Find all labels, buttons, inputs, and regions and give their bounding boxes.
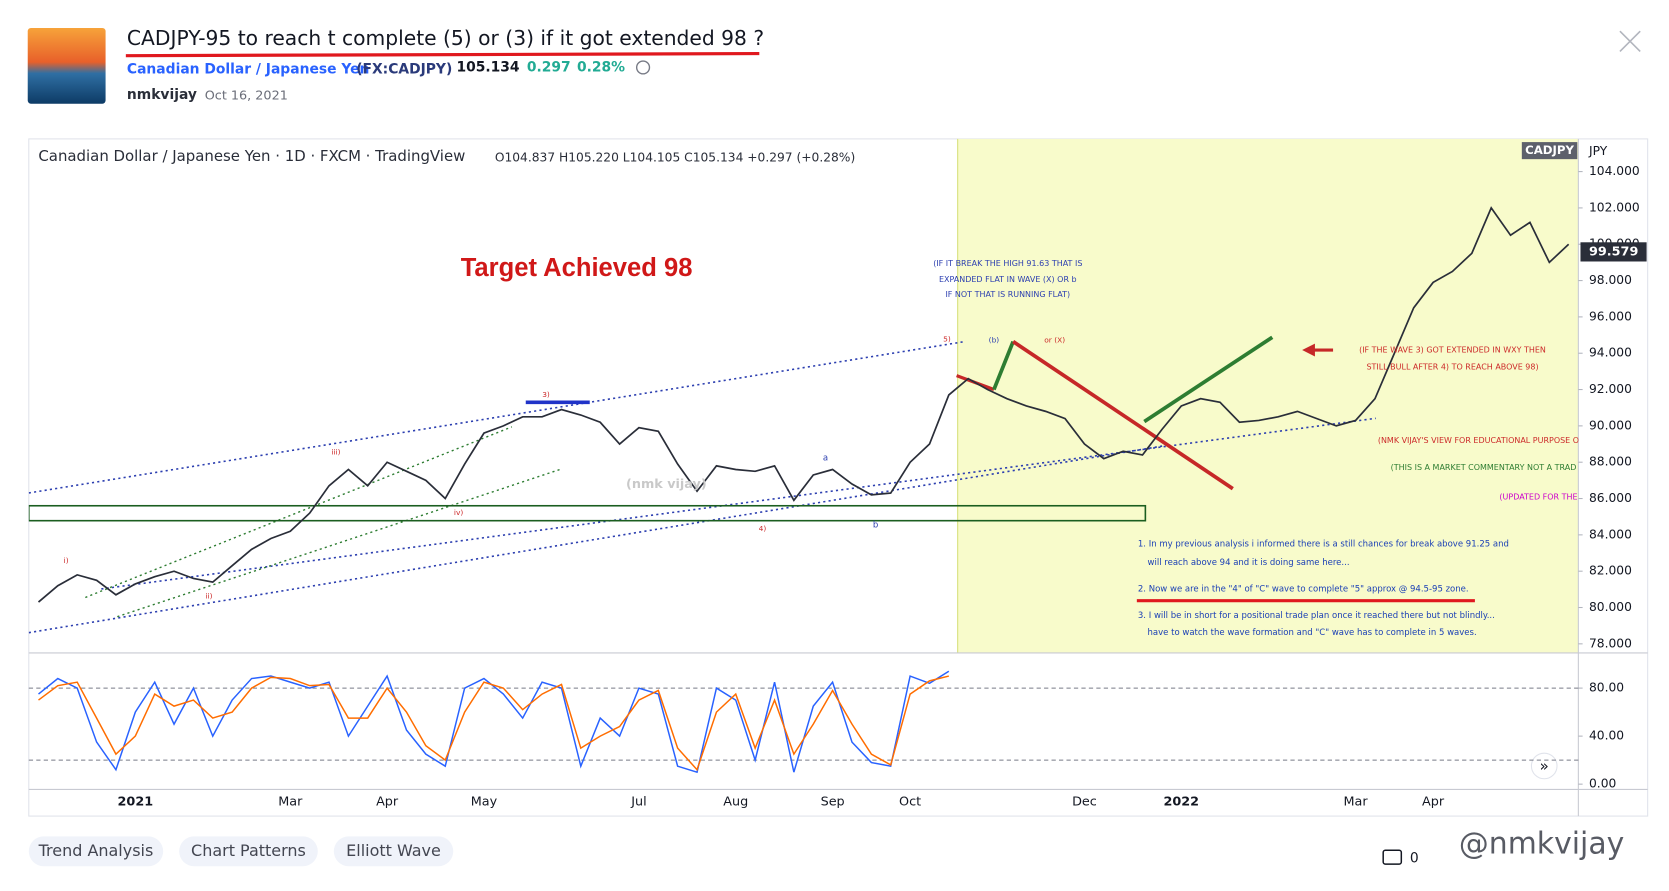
- change-pct: 0.28%: [577, 59, 625, 75]
- tag[interactable]: [333, 836, 454, 867]
- annotation: 2. Now we are in the "4" of "C" wave to …: [1138, 584, 1469, 594]
- annotation: (NMK VIJAY'S VIEW FOR EDUCATIONAL PURPOS…: [1378, 436, 1579, 445]
- y-tick-label: 96.000: [1589, 309, 1632, 323]
- symbol-link[interactable]: Canadian Dollar / Japanese Yen: [127, 62, 369, 78]
- price-pane: [37, 206, 1570, 603]
- annotation: (THIS IS A MARKET COMMENTARY NOT A TRAD: [1391, 463, 1577, 472]
- x-tick-label: Apr: [1422, 795, 1445, 810]
- annotation: b: [873, 520, 878, 530]
- y2-tick-label: 0.00: [1589, 777, 1616, 791]
- scroll-button[interactable]: [1530, 752, 1558, 780]
- idea-title: CADJPY-95 to reach t complete (5) or (3)…: [127, 26, 764, 50]
- annotation: 1. In my previous analysis i informed th…: [1138, 540, 1509, 550]
- annotations: Target Achieved 98 (IF IT BREAK THE HIGH …: [64, 254, 1579, 638]
- y-tick-label: 104.000: [1589, 164, 1640, 178]
- y-tick-label: 102.000: [1589, 200, 1640, 214]
- x-tick-label: Sep: [821, 795, 845, 810]
- ohlc: O104.837 H105.220 L104.105 C105.134 +0.2…: [495, 151, 855, 165]
- drawings: [28, 335, 1475, 634]
- annotation: EXPANDED FLAT IN WAVE (X) OR b: [939, 275, 1077, 284]
- y-tick-label: 92.000: [1589, 382, 1632, 396]
- avatar[interactable]: [27, 27, 106, 104]
- y-tick-label: 90.000: [1589, 418, 1632, 432]
- tag[interactable]: [28, 836, 164, 867]
- x-tick-label: Dec: [1072, 795, 1097, 810]
- y-tick-label: 88.000: [1589, 455, 1632, 469]
- price: 105.134: [456, 59, 519, 75]
- tag[interactable]: [179, 836, 318, 867]
- y2-tick-label: 40.00: [1589, 729, 1624, 743]
- title-underline: [125, 51, 760, 58]
- annotation: STILL BULL AFTER 4) TO REACH ABOVE 98): [1366, 363, 1538, 372]
- symbol-code[interactable]: (FX:CADJPY): [356, 62, 452, 78]
- annotation: 3): [542, 390, 550, 399]
- annotation: will reach above 94 and it is doing same…: [1148, 558, 1350, 568]
- alert-icon[interactable]: [635, 60, 651, 75]
- x-tick-label: Oct: [899, 795, 921, 810]
- x-tick-label: 2022: [1163, 795, 1199, 810]
- annotation: a: [823, 453, 828, 463]
- y-tick-label: 98.000: [1589, 273, 1632, 287]
- indicator-pane: [38, 670, 950, 774]
- y-tick-label: 94.000: [1589, 346, 1632, 360]
- stoch-line: [38, 675, 950, 772]
- symbol-tag: CADJPY: [1525, 143, 1574, 157]
- tag-label[interactable]: Elliott Wave: [346, 841, 441, 860]
- x-tick-label: May: [471, 795, 498, 810]
- author[interactable]: nmkvijay: [127, 87, 197, 103]
- last-price-bg: [1580, 242, 1647, 262]
- x-tick-label: Aug: [723, 795, 748, 810]
- annotation: i): [64, 556, 69, 565]
- comment-icon[interactable]: [1382, 849, 1403, 865]
- scroll-icon[interactable]: »: [1540, 757, 1549, 775]
- x-tick-label: Mar: [278, 795, 303, 810]
- y-tick-label: 86.000: [1589, 491, 1632, 505]
- annotation: (IF THE WAVE 3) GOT EXTENDED IN WXY THEN: [1359, 346, 1546, 355]
- annotation: (nmk vijay): [626, 477, 707, 492]
- annotation: (UPDATED FOR THE: [1499, 493, 1577, 502]
- date: Oct 16, 2021: [205, 89, 288, 104]
- annotation: have to watch the wave formation and "C"…: [1148, 628, 1477, 638]
- annotation: (b): [989, 335, 1000, 344]
- change: 0.297: [527, 59, 571, 75]
- x-tick-label: 2021: [118, 795, 154, 810]
- x-tick-label: Jul: [630, 795, 646, 810]
- stoch-line: [38, 670, 950, 774]
- annotation: Target Achieved 98: [461, 254, 693, 282]
- symbol-tag-bg: [1521, 142, 1578, 160]
- annotation: ii): [205, 591, 212, 600]
- tag-label[interactable]: Chart Patterns: [191, 841, 306, 860]
- price-line: [37, 206, 1570, 603]
- y-tick-label: 82.000: [1589, 564, 1632, 578]
- annotation: 3. I will be in short for a positional t…: [1138, 611, 1495, 621]
- annotation: 4): [759, 524, 767, 533]
- last-price: 99.579: [1589, 244, 1638, 259]
- y-tick-label: 84.000: [1589, 527, 1632, 541]
- annotation: iv): [454, 508, 463, 517]
- annotation: (IF IT BREAK THE HIGH 91.63 THAT IS: [933, 259, 1082, 268]
- y-tick-label: 80.000: [1589, 600, 1632, 614]
- highlight-zone: [957, 138, 1579, 653]
- currency: JPY: [1588, 144, 1608, 158]
- chart-legend: Canadian Dollar / Japanese Yen · 1D · FX…: [38, 147, 465, 165]
- comment-count: 0: [1410, 851, 1419, 867]
- y2-tick-label: 80.00: [1589, 681, 1624, 695]
- annotation: or (X): [1044, 335, 1065, 344]
- x-tick-label: Apr: [376, 795, 399, 810]
- tag-label[interactable]: Trend Analysis: [38, 841, 154, 860]
- annotation: IF NOT THAT IS RUNNING FLAT): [945, 290, 1070, 299]
- x-tick-label: Mar: [1344, 795, 1369, 810]
- annotation: 5): [943, 334, 951, 343]
- annotation: iii): [331, 447, 340, 456]
- close-button[interactable]: [1619, 30, 1641, 53]
- y-tick-label: 78.000: [1589, 636, 1632, 650]
- watermark: @nmkvijay: [1459, 826, 1624, 861]
